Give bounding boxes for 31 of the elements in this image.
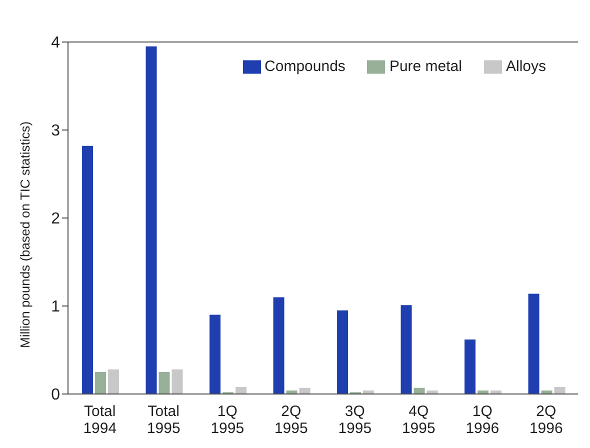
x-tick-label: 4Q 1995 — [402, 403, 436, 437]
y-tick-label: 1 — [51, 298, 60, 316]
x-tick-label: Total 1994 — [83, 403, 117, 437]
bar — [158, 372, 170, 394]
x-tick-label: 3Q 1995 — [338, 403, 372, 437]
legend-label: Compounds — [264, 58, 346, 75]
bar — [236, 386, 247, 394]
bar — [528, 294, 540, 394]
x-tick-label: 2Q 1995 — [274, 403, 308, 437]
legend-label: Pure metal — [389, 58, 462, 75]
y-tick-label: 0 — [51, 386, 60, 404]
bar — [210, 314, 221, 394]
bar — [172, 369, 183, 394]
bar — [95, 372, 106, 394]
x-tick-label: 1Q 1995 — [210, 403, 244, 437]
bar — [554, 386, 566, 394]
x-tick-label: 1Q 1996 — [466, 403, 500, 437]
legend-label: Alloys — [506, 58, 546, 75]
bar — [146, 46, 157, 394]
y-axis-title: Million pounds (based on TIC statistics) — [18, 121, 33, 348]
x-tick-label: Total 1995 — [146, 403, 180, 437]
y-tick-label: 3 — [51, 122, 60, 140]
y-tick-label: 4 — [51, 34, 60, 52]
bar — [400, 305, 412, 394]
bar — [273, 297, 284, 394]
y-tick-label: 2 — [51, 210, 60, 228]
x-tick-label: 2Q 1996 — [529, 403, 563, 437]
bar — [337, 310, 348, 394]
bar — [464, 339, 476, 394]
bar — [82, 146, 94, 394]
bar — [108, 369, 120, 394]
